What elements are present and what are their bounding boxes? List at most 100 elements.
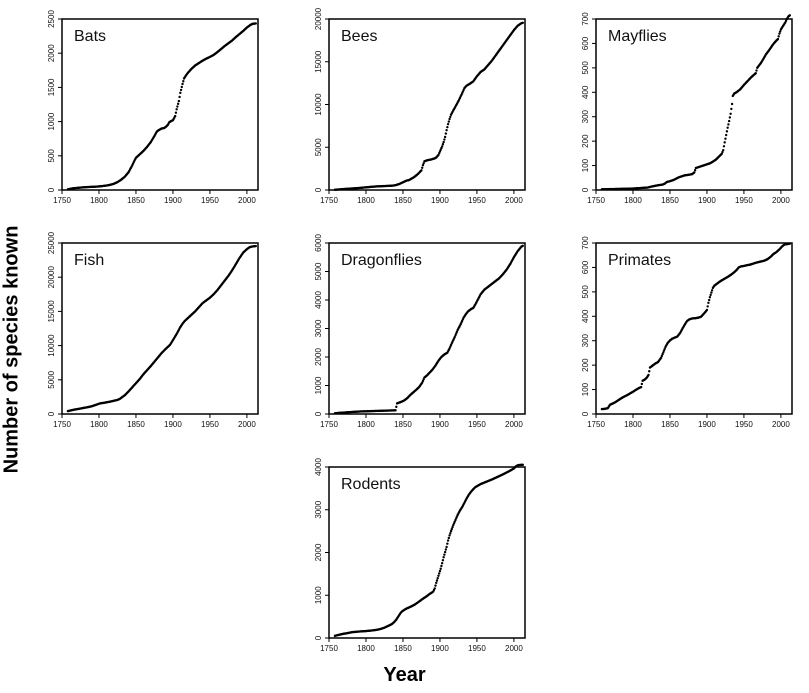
svg-text:300: 300 — [581, 109, 590, 123]
svg-text:1000: 1000 — [47, 112, 56, 130]
mayflies-plot: 1750 1800 1850 1900 1950 2000 0 100 200 300 400 500… — [581, 12, 793, 205]
svg-text:3000: 3000 — [314, 319, 323, 337]
svg-text:1750: 1750 — [587, 420, 605, 429]
panel-bees: 1750 1800 1850 1900 1950 2000 0 5000 10000 15000 2… — [273, 6, 535, 220]
svg-text:1950: 1950 — [201, 420, 219, 429]
svg-text:1950: 1950 — [735, 196, 753, 205]
svg-text:1750: 1750 — [320, 420, 338, 429]
svg-text:10000: 10000 — [314, 93, 323, 116]
svg-text:500: 500 — [581, 285, 590, 299]
svg-text:1000: 1000 — [314, 586, 323, 604]
svg-text:15000: 15000 — [47, 300, 56, 323]
svg-text:100: 100 — [581, 158, 590, 172]
svg-text:1900: 1900 — [164, 420, 182, 429]
fish-plot: 1750 1800 1850 1900 1950 20000 5000 10000 15000 2… — [47, 231, 259, 429]
svg-text:4000: 4000 — [314, 291, 323, 309]
panel-title-rodents: Rodents — [341, 476, 401, 493]
svg-text:1800: 1800 — [357, 420, 375, 429]
bees-plot: 1750 1800 1850 1900 1950 20000500010000150002… — [314, 7, 526, 205]
svg-text:700: 700 — [581, 12, 590, 26]
svg-text:1850: 1850 — [394, 420, 412, 429]
svg-text:1800: 1800 — [90, 196, 108, 205]
primates-plot: 1750 1800 1850 1900 1950 2000 0 100 200 300 400 500… — [581, 236, 793, 429]
svg-text:6000: 6000 — [314, 234, 323, 252]
panel-title-fish: Fish — [74, 252, 105, 269]
svg-text:2000: 2000 — [505, 420, 523, 429]
svg-text:5000: 5000 — [314, 138, 323, 156]
svg-text:1950: 1950 — [201, 196, 219, 205]
svg-text:1800: 1800 — [624, 420, 642, 429]
panel-title-primates: Primates — [608, 252, 672, 269]
svg-text:15000: 15000 — [314, 50, 323, 73]
svg-text:2000: 2000 — [772, 196, 790, 205]
svg-text:1750: 1750 — [320, 644, 338, 653]
panel-dragonflies: 1750 1800 1850 1900 1950 2000 0 1000 2000 3000 400… — [273, 230, 535, 444]
svg-text:2000: 2000 — [505, 644, 523, 653]
svg-text:1850: 1850 — [661, 196, 679, 205]
svg-text:1950: 1950 — [468, 644, 486, 653]
svg-text:1900: 1900 — [698, 420, 716, 429]
svg-text:200: 200 — [581, 358, 590, 372]
svg-text:1850: 1850 — [394, 196, 412, 205]
panel-title-mayflies: Mayflies — [608, 28, 667, 45]
svg-text:500: 500 — [47, 149, 56, 163]
svg-text:25000: 25000 — [47, 231, 56, 254]
svg-text:4000: 4000 — [314, 458, 323, 476]
svg-text:20000: 20000 — [314, 7, 323, 30]
svg-text:0: 0 — [314, 635, 323, 640]
svg-text:100: 100 — [581, 382, 590, 396]
svg-text:5000: 5000 — [47, 370, 56, 388]
svg-text:0: 0 — [47, 411, 56, 416]
panel-title-bats: Bats — [74, 28, 107, 45]
svg-text:400: 400 — [581, 309, 590, 323]
svg-text:1750: 1750 — [587, 196, 605, 205]
panel-title-bees: Bees — [341, 28, 378, 45]
svg-text:2500: 2500 — [47, 10, 56, 28]
svg-text:1900: 1900 — [164, 196, 182, 205]
svg-text:0: 0 — [581, 411, 590, 416]
svg-text:0: 0 — [47, 187, 56, 192]
svg-text:1000: 1000 — [314, 376, 323, 394]
svg-text:1800: 1800 — [624, 196, 642, 205]
svg-text:3000: 3000 — [314, 500, 323, 518]
svg-text:1950: 1950 — [735, 420, 753, 429]
svg-text:2000: 2000 — [505, 196, 523, 205]
svg-text:2000: 2000 — [47, 44, 56, 62]
svg-text:1950: 1950 — [468, 420, 486, 429]
svg-text:1750: 1750 — [320, 196, 338, 205]
svg-text:1850: 1850 — [127, 420, 145, 429]
svg-text:400: 400 — [581, 85, 590, 99]
svg-text:0: 0 — [314, 187, 323, 192]
svg-text:20000: 20000 — [47, 266, 56, 289]
panel-rodents: 1750 1800 1850 1900 1950 2000 0 1000 2000 3000 400… — [273, 454, 535, 668]
svg-text:2000: 2000 — [314, 348, 323, 366]
panel-fish: 1750 1800 1850 1900 1950 2000 0 5000 10000 15000 2… — [6, 230, 268, 444]
svg-text:5000: 5000 — [314, 262, 323, 280]
svg-text:600: 600 — [581, 260, 590, 274]
bats-plot: 1750 1800 1850 1900 1950 2000 0 500 1000 1500 2000… — [47, 10, 259, 205]
svg-text:1800: 1800 — [90, 420, 108, 429]
panel-bats: 1750 1800 1850 1900 1950 2000 0 500 1000 1500 2000… — [6, 6, 268, 220]
svg-text:1850: 1850 — [127, 196, 145, 205]
panel-title-dragonflies: Dragonflies — [341, 252, 422, 269]
svg-text:1750: 1750 — [53, 196, 71, 205]
svg-text:600: 600 — [581, 36, 590, 50]
svg-text:1800: 1800 — [357, 196, 375, 205]
svg-text:10000: 10000 — [47, 334, 56, 357]
svg-text:1500: 1500 — [47, 78, 56, 96]
svg-text:1850: 1850 — [394, 644, 412, 653]
panel-primates: 1750 1800 1850 1900 1950 2000 0 100 200 300 400 500… — [540, 230, 802, 444]
svg-text:1800: 1800 — [357, 644, 375, 653]
svg-text:1900: 1900 — [431, 196, 449, 205]
panel-mayflies: 1750 1800 1850 1900 1950 2000 0 100 200 300 400 500… — [540, 6, 802, 220]
svg-text:1750: 1750 — [53, 420, 71, 429]
svg-text:1950: 1950 — [468, 196, 486, 205]
svg-text:1900: 1900 — [431, 644, 449, 653]
svg-text:2000: 2000 — [772, 420, 790, 429]
svg-text:1900: 1900 — [698, 196, 716, 205]
svg-text:200: 200 — [581, 134, 590, 148]
dragonflies-plot: 1750 1800 1850 1900 1950 2000 0 1000 2000 3000 400… — [314, 234, 526, 429]
svg-text:300: 300 — [581, 333, 590, 347]
svg-text:2000: 2000 — [238, 196, 256, 205]
